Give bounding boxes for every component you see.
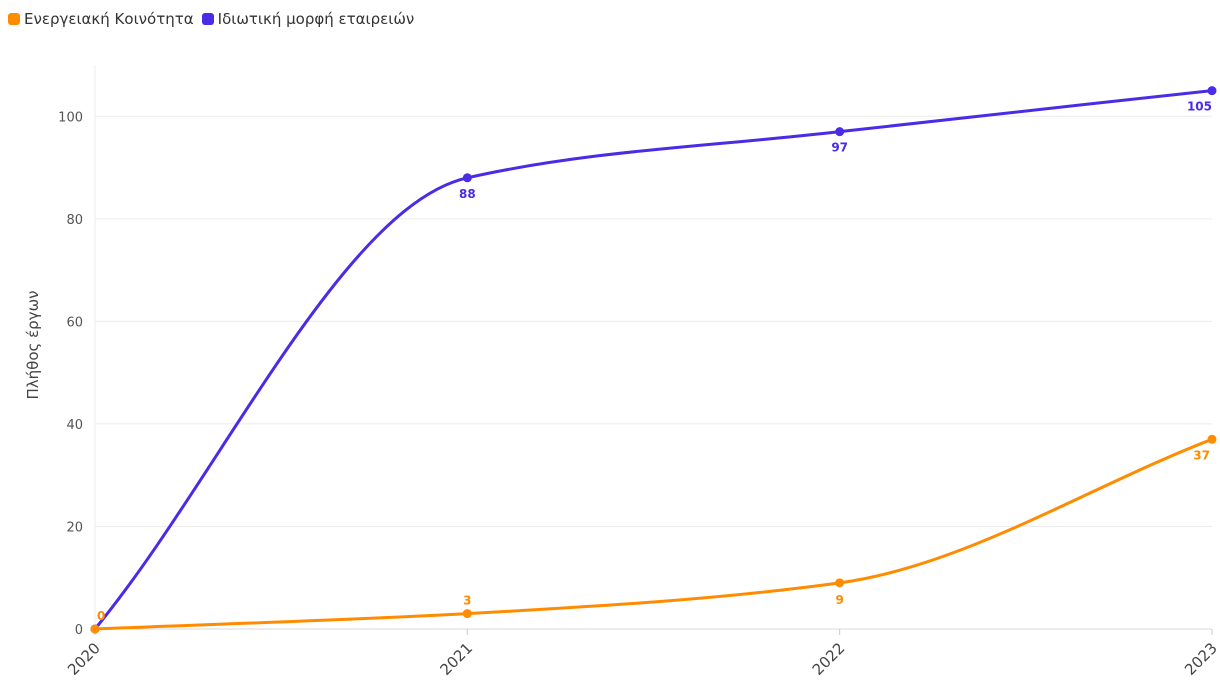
x-tick-label: 2020 (64, 639, 104, 679)
legend-swatch-private-companies (201, 13, 214, 25)
data-label: 105 (1187, 100, 1212, 114)
data-point[interactable] (90, 624, 100, 634)
data-point[interactable] (462, 173, 472, 183)
label-layer: 0 3 9 37 88 97 105 (97, 100, 1212, 623)
series-line-1 (93, 89, 1214, 631)
legend-item-private-companies[interactable]: Ιδιωτική μορφή εταιρειών (201, 10, 415, 28)
series-line-0 (93, 437, 1214, 631)
y-tick-label: 0 (75, 623, 83, 638)
legend-swatch-energy-community (8, 13, 20, 25)
legend-label-energy-community: Ενεργειακή Κοινότητα (24, 10, 194, 28)
axis-layer: Πλήθος έργων 0 20 40 60 80 100 2020 2021 2022 202… (24, 110, 1220, 679)
data-label: 88 (459, 187, 476, 201)
data-point[interactable] (835, 127, 845, 137)
legend-label-private-companies: Ιδιωτική μορφή εταιρειών (217, 10, 415, 28)
data-point[interactable] (1207, 434, 1217, 444)
x-tick-label: 2022 (809, 639, 849, 679)
data-label: 97 (831, 141, 848, 155)
y-axis-title: Πλήθος έργων (24, 290, 42, 399)
x-tick-label: 2023 (1181, 639, 1220, 679)
series-layer (90, 86, 1217, 634)
data-label: 37 (1193, 448, 1210, 462)
data-label: 0 (97, 609, 105, 623)
data-label: 3 (463, 594, 471, 608)
y-tick-label: 80 (66, 213, 83, 228)
y-tick-label: 20 (66, 520, 83, 535)
legend-item-energy-community[interactable]: Ενεργειακή Κοινότητα (8, 10, 194, 28)
data-point[interactable] (1207, 86, 1217, 96)
y-tick-label: 100 (58, 110, 83, 125)
grid-layer (94, 65, 1213, 635)
data-point[interactable] (835, 578, 845, 588)
x-tick-label: 2021 (436, 639, 476, 679)
data-label: 9 (835, 593, 843, 607)
y-tick-label: 60 (66, 315, 83, 330)
data-point[interactable] (462, 609, 472, 619)
y-tick-label: 40 (66, 418, 83, 433)
legend: Ενεργειακή Κοινότητα Ιδιωτική μορφή εται… (8, 10, 422, 28)
